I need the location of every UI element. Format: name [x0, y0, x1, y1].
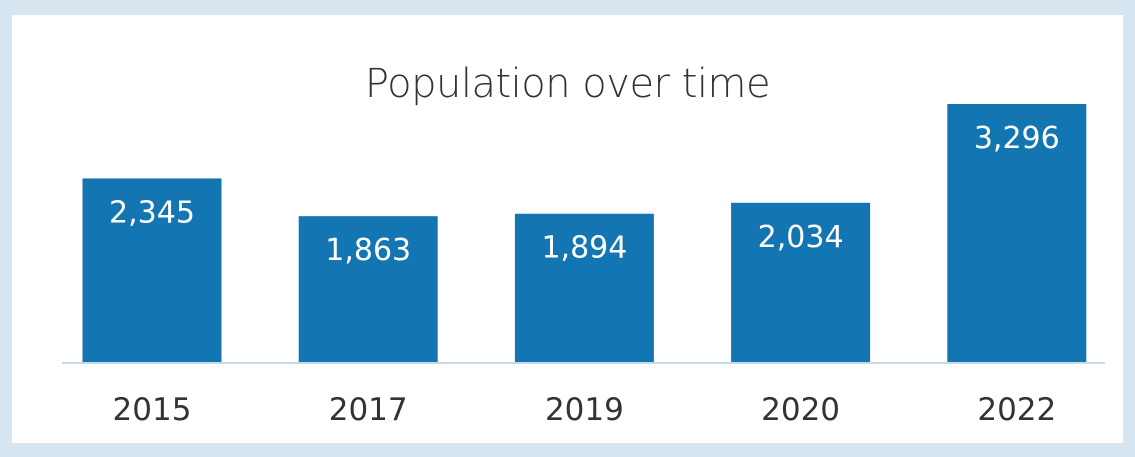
- chart-title: Population over time: [364, 61, 771, 107]
- x-tick-label-2022: 2022: [977, 392, 1056, 428]
- data-label-2022: 3,296: [974, 121, 1060, 156]
- data-label-2017: 1,863: [325, 233, 411, 268]
- data-label-2015: 2,345: [109, 195, 195, 230]
- bar-2017: [298, 216, 438, 362]
- bar-2022: [947, 104, 1087, 362]
- bar-2019: [514, 213, 654, 362]
- data-label-2020: 2,034: [758, 220, 844, 255]
- x-tick-label-2017: 2017: [329, 392, 408, 428]
- x-tick-label-2019: 2019: [545, 392, 624, 428]
- bar-2020: [731, 202, 871, 362]
- x-tick-label-2015: 2015: [113, 392, 192, 428]
- bar-2015: [82, 178, 222, 362]
- x-tick-label-2020: 2020: [761, 392, 840, 428]
- data-label-2019: 1,894: [541, 231, 627, 266]
